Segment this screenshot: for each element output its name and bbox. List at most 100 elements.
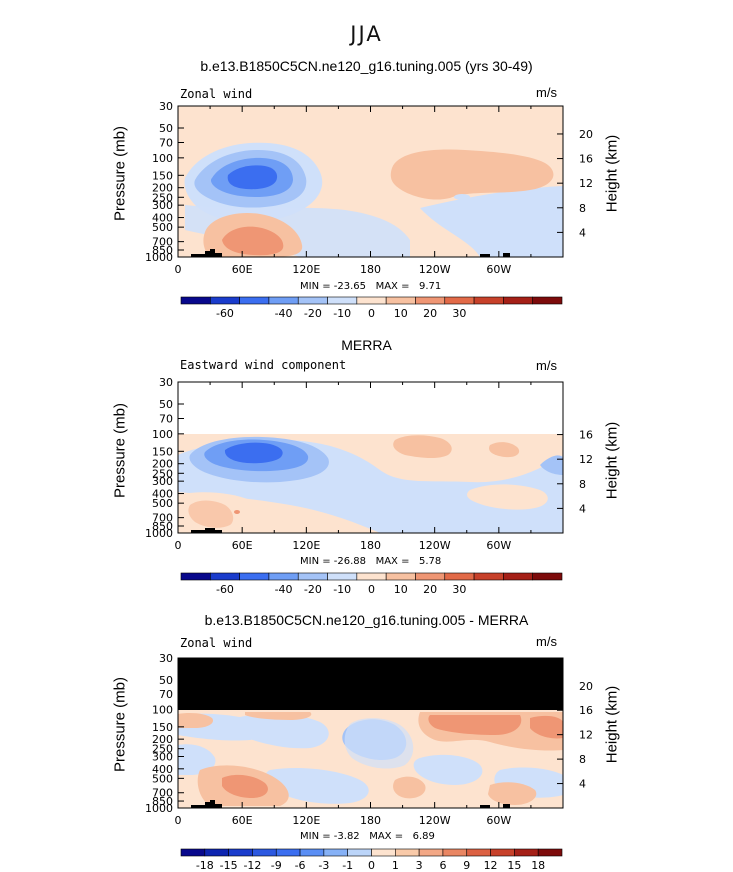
pressure-tick-label: 300 <box>152 750 173 763</box>
height-tick-label: 20 <box>579 680 593 693</box>
pressure-tick-label: 50 <box>159 122 173 135</box>
pressure-tick-label: 150 <box>152 169 173 182</box>
x-tick-label: 0 <box>175 263 182 276</box>
pressure-tick-label: 70 <box>159 688 173 701</box>
panel1-field <box>178 106 563 257</box>
x-tick-label: 120E <box>292 263 320 276</box>
pressure-tick-label: 300 <box>152 475 173 488</box>
pressure-tick-label: 250 <box>152 191 173 204</box>
height-tick-label: 20 <box>579 128 593 141</box>
pressure-tick-label: 700 <box>152 512 173 525</box>
colorbar-label: -40 <box>275 307 293 320</box>
colorbar-swatch <box>347 848 372 857</box>
colorbar-label: 1 <box>392 859 399 872</box>
height-tick-label: 4 <box>579 502 586 515</box>
pressure-tick-label: 100 <box>152 152 173 165</box>
pressure-tick-label: 1000 <box>145 527 173 540</box>
colorbar-swatch <box>444 572 475 581</box>
colorbar-label: -20 <box>304 583 322 596</box>
height-tick-label: 12 <box>579 453 593 466</box>
colorbar-swatch <box>228 848 253 857</box>
colorbar-label: 0 <box>368 583 375 596</box>
colorbar-swatch <box>327 572 358 581</box>
pressure-tick-label: 100 <box>152 428 173 441</box>
pressure-tick-label: 700 <box>152 787 173 800</box>
colorbar-label: 30 <box>452 583 466 596</box>
colorbar-label: -9 <box>271 859 282 872</box>
panel3-stats: MIN = -3.82 MAX = 6.89 <box>300 831 435 842</box>
pressure-tick-label: 300 <box>152 199 173 212</box>
pressure-tick-label: 250 <box>152 743 173 756</box>
colorbar-swatch <box>239 296 270 305</box>
pressure-tick-label: 400 <box>152 212 173 225</box>
height-tick-label: 16 <box>579 153 593 166</box>
colorbar-swatch <box>180 296 211 305</box>
panel1-title: b.e13.B1850C5CN.ne120_g16.tuning.005 (yr… <box>200 58 533 74</box>
height-tick-label: 4 <box>579 778 586 791</box>
panel2-stats: MIN = -26.88 MAX = 5.78 <box>300 556 442 567</box>
x-tick-label: 60W <box>486 814 511 827</box>
height-tick-label: 8 <box>579 478 586 491</box>
colorbar-swatch <box>297 572 328 581</box>
colorbar-swatch <box>299 848 325 857</box>
colorbar-swatch <box>418 848 444 857</box>
colorbar-label: -10 <box>333 583 351 596</box>
panel1-left-label: Zonal wind <box>180 87 253 101</box>
colorbar-swatch <box>442 848 468 857</box>
pressure-tick-label: 150 <box>152 721 173 734</box>
colorbar-swatch <box>444 296 475 305</box>
colorbar-swatch <box>297 296 328 305</box>
pressure-tick-label: 70 <box>159 136 173 149</box>
pressure-tick-label: 850 <box>152 520 173 533</box>
colorbar-swatch <box>327 296 358 305</box>
colorbar-swatch <box>503 296 533 305</box>
colorbar-swatch <box>252 848 277 857</box>
colorbar-swatch <box>210 572 240 581</box>
panel1-units: m/s <box>536 85 557 100</box>
colorbar-swatch <box>385 572 416 581</box>
colorbar-label: -15 <box>220 859 238 872</box>
height-tick-label: 12 <box>579 177 593 190</box>
pressure-tick-label: 150 <box>152 445 173 458</box>
colorbar-swatch <box>275 848 301 857</box>
colorbar-swatch <box>356 296 387 305</box>
pressure-tick-label: 200 <box>152 458 173 471</box>
panel3-title: b.e13.B1850C5CN.ne120_g16.tuning.005 - M… <box>204 612 529 628</box>
pressure-tick-label: 850 <box>152 795 173 808</box>
colorbar-swatch <box>466 848 491 857</box>
colorbar-label: -12 <box>243 859 261 872</box>
x-tick-label: 120W <box>419 814 451 827</box>
colorbar-swatch <box>210 296 240 305</box>
panel3-left-label: Zonal wind <box>180 636 253 650</box>
colorbar-swatch <box>473 572 504 581</box>
colorbar-swatch <box>514 848 539 857</box>
colorbar-label: -60 <box>216 583 234 596</box>
panel2-left-label: Eastward wind component <box>180 358 347 372</box>
height-tick-label: 16 <box>579 429 593 442</box>
height-tick-label: 4 <box>579 226 586 239</box>
height-tick-label: 12 <box>579 729 593 742</box>
height-tick-label: 8 <box>579 202 586 215</box>
colorbar-label: -6 <box>295 859 306 872</box>
colorbar-label: 9 <box>463 859 470 872</box>
pressure-tick-label: 30 <box>159 100 173 113</box>
colorbar-swatch <box>503 572 533 581</box>
colorbar-swatch <box>268 296 299 305</box>
pressure-tick-label: 30 <box>159 652 173 665</box>
colorbar-label: 10 <box>394 307 408 320</box>
colorbar-swatch <box>356 572 387 581</box>
pressure-tick-label: 400 <box>152 763 173 776</box>
pressure-tick-label: 30 <box>159 376 173 389</box>
height-tick-label: 16 <box>579 704 593 717</box>
pressure-tick-label: 400 <box>152 488 173 501</box>
x-tick-label: 120W <box>419 539 451 552</box>
colorbar-label: 18 <box>531 859 545 872</box>
colorbar-label: 20 <box>423 583 437 596</box>
x-tick-label: 180 <box>360 814 381 827</box>
x-tick-label: 60E <box>232 814 253 827</box>
colorbar-swatch <box>532 296 563 305</box>
pressure-tick-label: 500 <box>152 497 173 510</box>
pressure-tick-label: 850 <box>152 244 173 257</box>
pressure-tick-label: 200 <box>152 733 173 746</box>
